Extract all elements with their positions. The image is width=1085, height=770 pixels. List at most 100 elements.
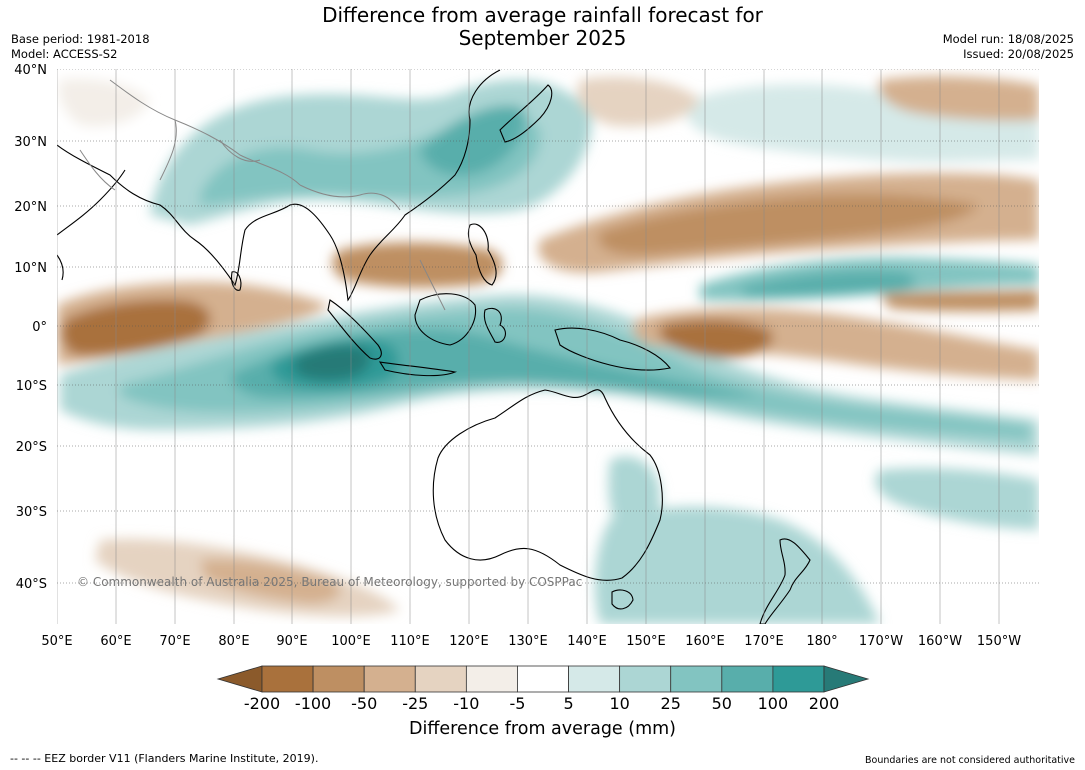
lat-label: 10°S (16, 379, 47, 394)
issued-date: Issued: 20/08/2025 (963, 47, 1074, 61)
lon-label: 120°E (449, 634, 489, 649)
colorbar-tick-label: -5 (509, 694, 525, 713)
colorbar (216, 665, 870, 693)
new-zealand-coastline (759, 538, 811, 624)
lon-label: 180° (806, 634, 837, 649)
dry-region-north-pacific-core (598, 193, 980, 256)
colorbar-swatch (261, 665, 314, 693)
dry-region-south-indian-core (200, 559, 341, 604)
lat-label: 30°N (14, 135, 47, 150)
country-borders (79, 79, 446, 311)
colorbar-tick-label: 10 (609, 694, 629, 713)
dry-region-indochina (332, 242, 503, 288)
lon-label: 150°E (626, 634, 666, 649)
coastlines (57, 69, 811, 624)
borneo-coastline (414, 293, 477, 346)
model-name: Model: ACCESS-S2 (11, 47, 118, 61)
philippines-coastline (467, 223, 497, 286)
colorbar-tick-label: 25 (661, 694, 681, 713)
lon-label: 160°E (685, 634, 725, 649)
colorbar-extend-low (216, 665, 263, 693)
lon-label: 150°W (977, 634, 1021, 649)
colorbar-swatch (414, 665, 467, 693)
dry-region-upper (577, 76, 700, 127)
dry-region-equatorial-indian-core (61, 299, 211, 356)
colorbar-tick-label: -10 (453, 694, 479, 713)
lat-label: 10°N (14, 261, 47, 276)
lat-label: 40°S (16, 577, 47, 592)
colorbar-swatch (517, 665, 569, 693)
dry-region-equatorial-pacific-core (660, 319, 773, 358)
dry-region-north-africa (58, 78, 150, 127)
colorbar-swatch (568, 665, 621, 693)
lat-label: 30°S (16, 505, 47, 520)
eez-legend-note: -- -- -- EEZ border V11 (Flanders Marine… (10, 752, 319, 765)
copyright-notice: © Commonwealth of Australia 2025, Bureau… (77, 575, 582, 589)
colorbar-swatch (312, 665, 365, 693)
lon-label: 160°W (918, 634, 962, 649)
lon-label: 90°E (276, 634, 307, 649)
colorbar-extend-high (823, 665, 870, 693)
wet-region-tasman (594, 506, 880, 624)
japan-coastline (499, 84, 553, 143)
colorbar-tick-label: -100 (295, 694, 331, 713)
africa-coastline (57, 254, 64, 281)
colorbar-tick-label: 5 (563, 694, 573, 713)
lat-label: 20°N (14, 200, 47, 215)
lon-label: 140°E (567, 634, 607, 649)
sulawesi-coastline (483, 307, 506, 343)
title-line-1: Difference from average rainfall forecas… (322, 3, 763, 27)
wet-region-pacific-north-core (740, 270, 915, 297)
colorbar-title: Difference from average (mm) (408, 719, 677, 739)
colorbar-swatch (465, 665, 518, 693)
lon-label: 170°E (744, 634, 784, 649)
new-guinea-coastline (554, 327, 671, 371)
sri-lanka-coastline (231, 271, 242, 291)
colorbar-tick-label: -200 (244, 694, 280, 713)
colorbar-tick-label: 50 (712, 694, 732, 713)
base-period: Base period: 1981-2018 (11, 32, 150, 46)
australia-coastline (432, 389, 663, 581)
lon-label: 50°E (41, 634, 72, 649)
meta-right: Model run: 18/08/2025 Issued: 20/08/2025 (943, 32, 1074, 62)
arabia-coastline (57, 169, 126, 236)
lon-label: 110°E (390, 634, 430, 649)
latitude-labels: 40°N 30°N 20°N 10°N 0° 10°S 20°S 30°S 40… (14, 63, 47, 592)
boundaries-disclaimer: Boundaries are not considered authoritat… (865, 755, 1075, 766)
wet-region-asia-peak (420, 105, 526, 176)
java-coastline (378, 361, 458, 377)
map-title: Difference from average rainfall forecas… (0, 4, 1085, 50)
lat-label: 0° (32, 320, 47, 335)
colorbar-tick-label: -50 (351, 694, 377, 713)
lat-label: 40°N (14, 63, 47, 78)
title-line-2: September 2025 (458, 26, 627, 50)
asia-mainland-coastline (57, 69, 501, 302)
lon-label: 130°E (508, 634, 548, 649)
colorbar-swatch (721, 665, 774, 693)
lon-label: 60°E (100, 634, 131, 649)
wet-region-eastern-australia (608, 456, 661, 540)
lon-label: 170°W (859, 634, 903, 649)
longitude-labels: 50°E 60°E 70°E 80°E 90°E 100°E 110°E 120… (41, 634, 1021, 649)
colorbar-tick-label: 100 (758, 694, 789, 713)
colorbar-swatch (670, 665, 723, 693)
colorbar-tick-label: -25 (402, 694, 428, 713)
colorbar-swatch (772, 665, 825, 693)
rainfall-anomaly-field: © Commonwealth of Australia 2025, Bureau… (57, 69, 1039, 624)
dry-region-pacific-east (880, 290, 1039, 312)
colorbar-tick-label: 200 (809, 694, 840, 713)
lon-label: 70°E (159, 634, 190, 649)
tasmania-coastline (611, 589, 634, 610)
lat-label: 20°S (16, 440, 47, 455)
meta-left: Base period: 1981-2018 Model: ACCESS-S2 (11, 32, 150, 62)
graticule-meridians (57, 69, 1000, 624)
colorbar-ticks: -200 -100 -50 -25 -10 -5 5 10 25 50 100 200 (244, 694, 839, 713)
wet-region-south-pacific (875, 468, 1039, 530)
lon-label: 100°E (331, 634, 371, 649)
colorbar-swatch (363, 665, 416, 693)
sumatra-coastline (327, 299, 382, 360)
lon-label: 80°E (218, 634, 249, 649)
colorbar-swatch (619, 665, 672, 693)
model-run: Model run: 18/08/2025 (942, 32, 1074, 46)
